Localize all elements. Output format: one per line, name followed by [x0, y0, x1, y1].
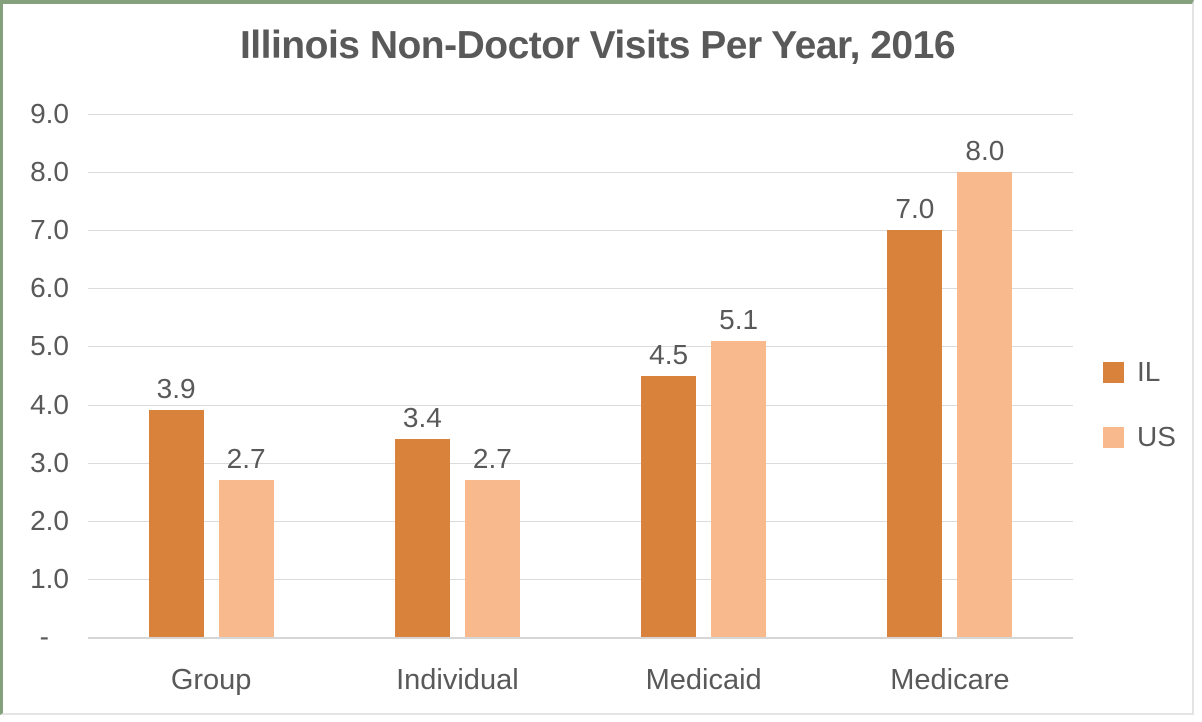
gridline: [88, 288, 1073, 290]
x-axis-category-label: Group: [170, 664, 252, 696]
bar-il-group: [148, 410, 204, 637]
y-axis-tick-label: 2.0: [30, 504, 69, 536]
bar-us-group: [218, 480, 274, 637]
x-axis-category-label: Individual: [396, 664, 519, 696]
bar-value-label: 3.4: [402, 402, 442, 434]
gridline: [88, 230, 1073, 232]
y-axis-tick-label: 1.0: [30, 562, 69, 594]
gridline: [88, 578, 1073, 580]
bar-us-medicare: [957, 172, 1013, 637]
gridline: [88, 114, 1073, 115]
y-axis-tick-label: -: [39, 621, 49, 652]
y-axis-tick-label: 6.0: [30, 272, 69, 304]
y-axis-tick-label: 8.0: [30, 156, 69, 188]
legend-entry-il: IL: [1103, 356, 1176, 388]
gridline: [88, 172, 1073, 174]
bar-il-medicaid: [641, 375, 697, 637]
bar-value-label: 3.9: [156, 373, 196, 405]
gridline: [88, 346, 1073, 348]
bar-value-label: 8.0: [965, 135, 1005, 167]
y-axis-tick-label: 9.0: [30, 98, 69, 129]
y-axis-tick-label: 5.0: [30, 330, 69, 362]
y-axis-tick-label: 3.0: [30, 446, 69, 478]
bar-il-medicare: [887, 230, 943, 637]
x-axis-category-label: Medicaid: [645, 664, 762, 696]
gridline: [88, 404, 1073, 406]
legend: IL US: [1103, 356, 1176, 453]
legend-swatch-us-icon: [1103, 426, 1124, 448]
legend-label-us: US: [1137, 421, 1176, 452]
gridline: [88, 462, 1073, 464]
gridline: [88, 520, 1073, 522]
bar-value-label: 7.0: [895, 193, 935, 225]
chart-title: Illinois Non-Doctor Visits Per Year, 201…: [239, 24, 956, 67]
bar-us-medicaid: [711, 340, 767, 637]
legend-label-il: IL: [1137, 356, 1161, 387]
y-axis-tick-label: 4.0: [30, 388, 69, 420]
bar-value-label: 4.5: [649, 338, 689, 370]
bar-value-label: 2.7: [472, 443, 512, 475]
y-axis-tick-label: 7.0: [30, 214, 69, 246]
bar-value-label: 2.7: [226, 443, 266, 475]
x-axis-line: [88, 637, 1073, 639]
bar-il-individual: [394, 439, 450, 637]
bar-us-individual: [464, 480, 520, 637]
legend-swatch-il-icon: [1103, 361, 1124, 383]
bar-value-label: 5.1: [719, 303, 759, 335]
x-axis-category-label: Medicare: [890, 664, 1010, 696]
plot-area: 3.9 2.7 3.4 2.7 4.5 5.1 7.0 8.0: [88, 114, 1073, 639]
legend-entry-us: US: [1103, 421, 1176, 453]
